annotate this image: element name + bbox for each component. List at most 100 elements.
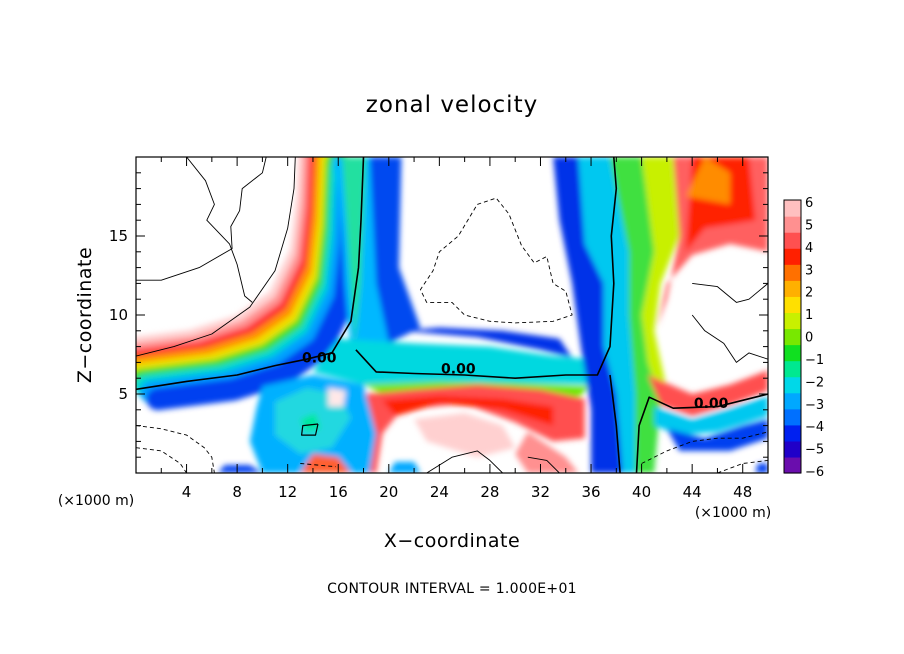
- velocity-band: [401, 327, 573, 358]
- contour-line-dashed: [641, 431, 768, 464]
- x-unit-label: (×1000 m): [58, 493, 134, 509]
- colorbar-swatch: [784, 408, 801, 426]
- velocity-band: [755, 463, 768, 473]
- colorbar-tick-label: −4: [805, 420, 824, 435]
- colorbar-tick-label: −3: [805, 398, 824, 413]
- contour-line: [136, 157, 296, 357]
- x-tick-label: 28: [480, 483, 499, 501]
- velocity-band: [369, 157, 421, 344]
- velocity-band: [578, 157, 642, 473]
- colorbar-tick-label: 1: [805, 308, 813, 323]
- colorbar: [783, 199, 802, 474]
- colorbar-tick-label: −5: [805, 443, 824, 458]
- colorbar-tick-label: −1: [805, 353, 824, 368]
- velocity-band: [685, 157, 731, 205]
- colorbar-swatch: [784, 376, 801, 394]
- velocity-field: [136, 157, 768, 473]
- contour-label: 0.00: [441, 361, 476, 377]
- zero-contour: [136, 157, 365, 391]
- contour-line-dashed: [136, 425, 215, 473]
- contour-line: [136, 157, 267, 281]
- colorbar-swatch: [784, 296, 801, 314]
- zero-contour: [609, 374, 621, 473]
- contour-line-dashed: [717, 459, 768, 473]
- velocity-band: [218, 465, 263, 473]
- contour-label: 0.00: [302, 350, 337, 366]
- colorbar-swatch: [784, 344, 801, 362]
- velocity-band: [300, 413, 321, 432]
- velocity-band: [553, 157, 623, 473]
- colorbar-swatch: [784, 424, 801, 442]
- colorbar-tick-label: 0: [805, 331, 813, 346]
- colorbar-tick-label: 2: [805, 286, 813, 301]
- x-tick-label: 20: [379, 483, 398, 501]
- x-axis-ticks: 4 8 12 16 20 24 28 32 36 40 44 48: [160, 157, 752, 501]
- contour-line: [186, 157, 253, 303]
- x-tick-label: 44: [683, 483, 702, 501]
- velocity-band: [328, 387, 346, 407]
- zero-contour: [355, 157, 618, 380]
- contour-line-dashed: [136, 447, 187, 473]
- colorbar-tick-label: 5: [805, 218, 813, 233]
- velocity-band: [515, 431, 579, 473]
- contour-line: [691, 314, 768, 363]
- x-tick-label: 24: [430, 483, 449, 501]
- contour-line-dashed: [419, 197, 573, 324]
- colorbar-swatch: [784, 360, 801, 378]
- contour-line-dashed: [300, 463, 336, 468]
- velocity-band: [610, 157, 661, 473]
- contour-labels: 0.00 0.00 0.00: [302, 350, 729, 412]
- x-axis-label: X−coordinate: [384, 530, 520, 552]
- x-tick-label: 36: [581, 483, 600, 501]
- colorbar-swatch: [784, 440, 801, 458]
- velocity-band: [382, 395, 554, 426]
- chart-title: zonal velocity: [366, 92, 538, 118]
- colorbar-swatch: [784, 328, 801, 346]
- colorbar-swatch: [784, 280, 801, 297]
- contour-line: [426, 450, 503, 473]
- zero-contour: [635, 393, 768, 473]
- x-tick-label: 32: [531, 483, 550, 501]
- x-tick-label: 8: [232, 483, 242, 501]
- y-unit-label: (×1000 m): [695, 505, 771, 521]
- velocity-band: [342, 157, 366, 347]
- colorbar-swatch: [784, 232, 801, 249]
- colorbar-tick-label: 4: [805, 241, 813, 256]
- colorbar-swatch: [784, 216, 801, 233]
- contour-line: [527, 456, 560, 473]
- x-tick-label: 4: [182, 483, 192, 501]
- colorbar-ticks: 6 5 4 3 2 1 0 −1 −2 −3 −4 −5 −6: [805, 196, 824, 480]
- x-tick-label: 40: [632, 483, 651, 501]
- velocity-band: [666, 419, 768, 451]
- colorbar-tick-label: −6: [805, 465, 824, 480]
- y-tick-label: 15: [109, 227, 128, 245]
- contour-interval-note: CONTOUR INTERVAL = 1.000E+01: [327, 581, 577, 597]
- velocity-band: [654, 395, 768, 436]
- contour-line: [692, 282, 768, 303]
- velocity-band: [414, 413, 516, 458]
- x-tick-label: 16: [329, 483, 348, 501]
- y-axis-label: Z−coordinate: [74, 247, 96, 383]
- colorbar-swatch: [784, 312, 801, 330]
- colorbar-frame: [783, 199, 802, 474]
- y-axis-ticks: 5 10 15: [109, 172, 768, 458]
- contour-label: 0.00: [694, 396, 729, 412]
- colorbar-swatch: [784, 392, 801, 410]
- colorbar-tick-label: −2: [805, 375, 824, 390]
- x-tick-label: 48: [733, 483, 752, 501]
- y-tick-label: 5: [118, 385, 128, 403]
- colorbar-tick-label: 3: [805, 263, 813, 278]
- y-tick-label: 10: [109, 306, 128, 324]
- colorbar-swatch: [784, 264, 801, 281]
- plot-area: [136, 157, 768, 473]
- colorbar-tick-label: 6: [805, 196, 813, 211]
- velocity-band: [388, 461, 421, 473]
- colorbar-swatch: [784, 200, 801, 217]
- colorbar-swatch: [784, 456, 801, 474]
- x-tick-label: 12: [278, 483, 297, 501]
- velocity-band: [647, 370, 768, 417]
- contour-lines: [136, 157, 768, 473]
- colorbar-swatch: [784, 248, 801, 265]
- zero-contour: [301, 423, 319, 436]
